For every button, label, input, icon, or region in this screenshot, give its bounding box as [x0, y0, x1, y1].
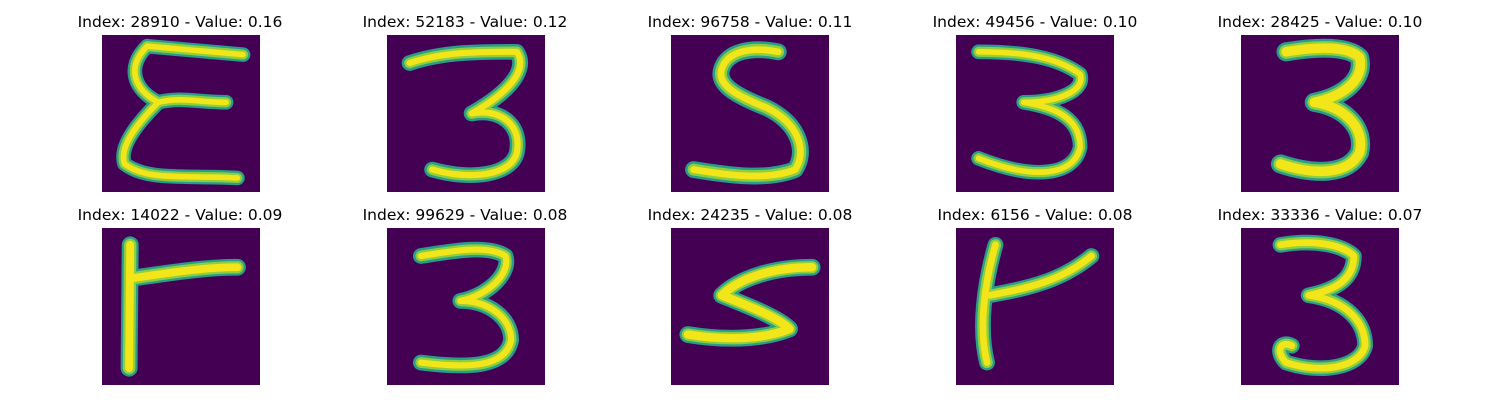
digit-image [956, 228, 1114, 385]
panel-title: Index: 49456 - Value: 0.10 [932, 13, 1138, 31]
digit-3-glyph [1241, 228, 1399, 385]
digit-3-glyph [387, 228, 545, 385]
panel-6: Index: 14022 - Value: 0.09 [30, 193, 330, 385]
panel-title: Index: 96758 - Value: 0.11 [647, 13, 853, 31]
panel-title: Index: 6156 - Value: 0.08 [937, 206, 1133, 224]
panel-title: Index: 33336 - Value: 0.07 [1217, 206, 1423, 224]
digit-image [102, 35, 260, 192]
panel-8: Index: 24235 - Value: 0.08 [600, 193, 900, 385]
digit-5-glyph [671, 35, 829, 192]
digit-image [1241, 35, 1399, 192]
panel-3: Index: 96758 - Value: 0.11 [600, 0, 900, 192]
panel-title: Index: 52183 - Value: 0.12 [362, 13, 568, 31]
panel-10: Index: 33336 - Value: 0.07 [1170, 193, 1470, 385]
digit-3-glyph [956, 35, 1114, 192]
digit-3-glyph [1241, 35, 1399, 192]
digit-5-rotated-glyph [671, 228, 829, 385]
panel-title: Index: 99629 - Value: 0.08 [362, 206, 568, 224]
digit-t-rotated-glyph [102, 228, 260, 385]
digit-image [671, 35, 829, 192]
digit-image [387, 228, 545, 385]
panel-2: Index: 52183 - Value: 0.12 [315, 0, 615, 192]
digit-e-glyph [102, 35, 260, 192]
digit-image [956, 35, 1114, 192]
panel-title: Index: 14022 - Value: 0.09 [77, 206, 283, 224]
digit-image [102, 228, 260, 385]
panel-5: Index: 28425 - Value: 0.10 [1170, 0, 1470, 192]
digit-image [671, 228, 829, 385]
panel-1: Index: 28910 - Value: 0.16 [30, 0, 330, 192]
panel-9: Index: 6156 - Value: 0.08 [885, 193, 1185, 385]
digit-3-glyph [387, 35, 545, 192]
digit-image [387, 35, 545, 192]
digit-h-rotated-glyph [956, 228, 1114, 385]
panel-7: Index: 99629 - Value: 0.08 [315, 193, 615, 385]
panel-title: Index: 28910 - Value: 0.16 [77, 13, 283, 31]
panel-title: Index: 24235 - Value: 0.08 [647, 206, 853, 224]
digit-image [1241, 228, 1399, 385]
panel-4: Index: 49456 - Value: 0.10 [885, 0, 1185, 192]
panel-title: Index: 28425 - Value: 0.10 [1217, 13, 1423, 31]
